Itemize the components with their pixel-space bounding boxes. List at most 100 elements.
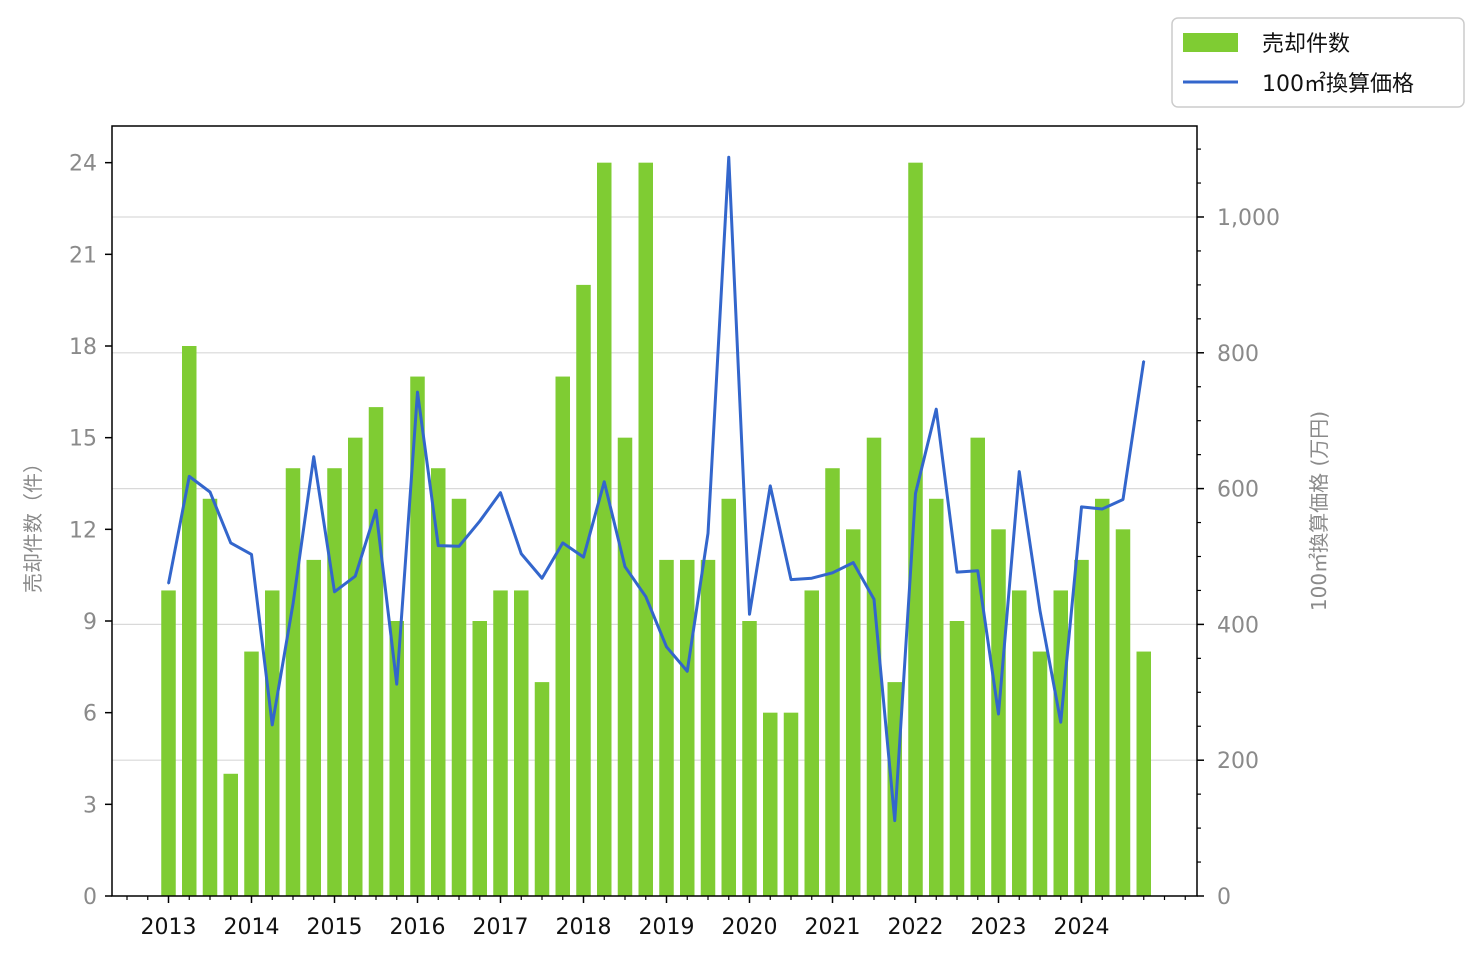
line-point <box>976 569 979 572</box>
bar <box>368 407 384 896</box>
right-tick-label: 800 <box>1217 342 1259 367</box>
line-point <box>956 571 958 573</box>
left-tick-label: 9 <box>83 610 97 635</box>
left-tick-label: 0 <box>83 885 97 910</box>
line-point <box>935 408 938 410</box>
line-point <box>582 556 585 558</box>
line-point <box>250 553 253 556</box>
plot-area-frame <box>111 125 1198 897</box>
bar <box>763 712 778 896</box>
bar <box>389 621 404 896</box>
bar <box>327 468 342 896</box>
legend-line-label: 100㎡換算価格 <box>1262 71 1414 97</box>
bar <box>555 376 570 896</box>
right-tick-label: 1,000 <box>1217 206 1280 231</box>
bar <box>161 590 176 896</box>
bar <box>846 529 861 896</box>
bar <box>431 468 446 896</box>
bar <box>742 621 757 896</box>
x-tick-label: 2016 <box>390 915 446 940</box>
bar <box>1095 498 1110 896</box>
line-point <box>375 509 377 512</box>
bar <box>514 590 529 896</box>
bar <box>825 468 840 896</box>
left-tick-label: 6 <box>83 702 97 727</box>
right-tick-label: 600 <box>1217 478 1259 503</box>
line-point <box>914 492 917 495</box>
bar <box>700 559 716 896</box>
line-point <box>416 391 419 393</box>
bar <box>223 773 238 896</box>
legend-bar-swatch <box>1183 33 1238 52</box>
x-tick-label: 2013 <box>141 915 197 940</box>
bar <box>970 437 985 896</box>
left-tick-label: 15 <box>69 427 97 452</box>
line-point <box>748 613 751 616</box>
left-tick-label: 24 <box>69 152 97 177</box>
line-point <box>292 603 294 605</box>
line-point <box>499 491 502 494</box>
line-point <box>333 591 336 593</box>
axes: 0 3 6 9 12 15 18 21 24 0 200 400 600 800 1,000 2013 2014… <box>69 148 1280 940</box>
bar <box>887 682 902 896</box>
x-tick-label: 2019 <box>639 915 695 940</box>
line-point <box>167 582 170 585</box>
line-point <box>1018 470 1021 473</box>
bar <box>1136 651 1151 896</box>
line-point <box>541 577 543 580</box>
line-point <box>188 475 191 478</box>
line-point <box>1059 721 1062 723</box>
line-point <box>520 552 523 555</box>
line-point <box>458 545 460 548</box>
line-point <box>1122 498 1124 501</box>
line-point <box>873 598 875 601</box>
left-tick-label: 18 <box>69 335 97 360</box>
bar <box>804 590 819 896</box>
bar <box>1053 590 1068 896</box>
line-point <box>831 571 834 574</box>
line-point <box>790 578 792 581</box>
bar <box>866 437 882 896</box>
line-point <box>997 713 1000 715</box>
bar <box>534 682 550 896</box>
line-point <box>312 455 315 458</box>
bar <box>1012 590 1027 896</box>
line-point <box>1101 508 1104 510</box>
bar <box>659 559 674 896</box>
right-tick-label: 0 <box>1217 885 1231 910</box>
left-tick-label: 3 <box>83 793 97 818</box>
line-point <box>1142 360 1145 362</box>
right-axis-label: 100㎡換算価格 (万円) <box>1307 411 1331 611</box>
x-tick-label: 2018 <box>556 915 612 940</box>
x-tick-label: 2017 <box>473 915 529 940</box>
bar <box>182 346 197 896</box>
bar <box>306 559 321 896</box>
line-point <box>395 683 398 685</box>
left-tick-label: 12 <box>69 518 97 543</box>
x-tick-label: 2022 <box>888 915 944 940</box>
bar <box>493 590 508 896</box>
line-point <box>603 481 606 483</box>
line-point <box>665 646 668 648</box>
line-point <box>686 670 689 673</box>
line-point <box>354 575 357 577</box>
line-point <box>1080 506 1083 508</box>
bar <box>949 621 965 896</box>
legend-box <box>1171 17 1465 108</box>
bar <box>638 162 653 896</box>
legend: 売却件数 100㎡換算価格 <box>1171 17 1465 108</box>
right-tick-label: 200 <box>1217 749 1259 774</box>
x-tick-label: 2020 <box>722 915 778 940</box>
line-point <box>852 561 855 564</box>
line-point <box>478 520 481 522</box>
line-point <box>893 819 896 822</box>
bar <box>1115 529 1131 896</box>
bar <box>202 498 218 896</box>
bar <box>348 437 363 896</box>
bar <box>472 621 487 896</box>
bar <box>908 162 923 896</box>
x-tick-label: 2024 <box>1054 915 1110 940</box>
price-line <box>167 155 1146 823</box>
bar <box>680 559 695 896</box>
